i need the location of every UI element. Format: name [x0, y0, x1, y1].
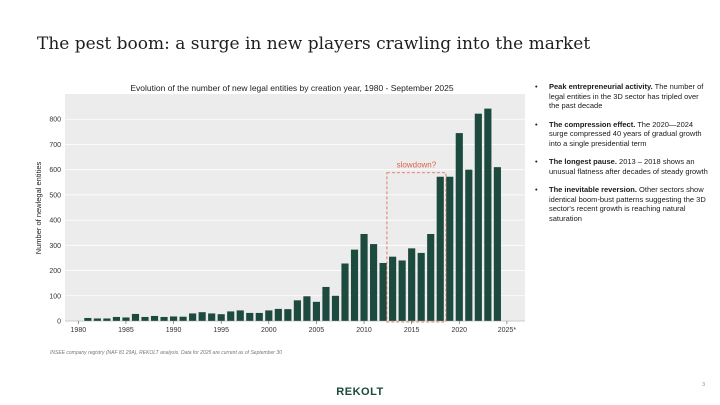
y-tick-label: 400 — [49, 218, 61, 225]
bullet-icon: • — [535, 119, 538, 129]
bar-2009 — [350, 249, 359, 321]
bars — [84, 108, 501, 321]
x-tick-label: 2010 — [356, 327, 372, 334]
bar-2002 — [284, 309, 292, 321]
bar-1981 — [84, 317, 92, 321]
bar-2001 — [274, 308, 282, 321]
bar-1985 — [122, 317, 130, 321]
bar-2015 — [408, 248, 416, 321]
annotation-box — [386, 172, 447, 323]
slide-title: The pest boom: a surge in new players cr… — [37, 34, 591, 54]
bar-2007 — [331, 295, 340, 321]
bar-2014 — [398, 260, 406, 321]
x-tick-label: 2005 — [309, 327, 325, 334]
chart-container: Evolution of the number of new legal ent… — [30, 78, 530, 348]
bar-2005 — [312, 301, 320, 321]
y-axis: 0 100 200 300 400 500 600 700 800 — [49, 117, 61, 326]
bar-1982 — [93, 318, 101, 321]
brand-logo: REKOLT — [336, 386, 384, 398]
bar-2020 — [455, 133, 463, 321]
bar-2011 — [370, 244, 378, 321]
bar-2023 — [484, 108, 492, 321]
insight-item: • The longest pause. 2013 – 2018 shows a… — [533, 157, 711, 176]
insight-title: The compression effect. — [549, 119, 636, 129]
bar-2024 — [493, 167, 501, 321]
bar-1984 — [112, 316, 120, 321]
insight-title: Peak entrepreneurial activity. — [549, 82, 653, 91]
bar-2021 — [465, 169, 473, 321]
bullet-icon: • — [535, 82, 538, 91]
insight-text: Other sectors show identical boom-bust p… — [549, 185, 706, 223]
bar-2016 — [417, 252, 425, 321]
y-tick-label: 500 — [49, 192, 61, 199]
bar-2010 — [360, 233, 368, 321]
insight-text: The number of legal entities in the 3D s… — [549, 82, 704, 110]
annotation-label: slowdown? — [397, 161, 437, 170]
y-tick-label: 700 — [49, 142, 61, 149]
bar-2019 — [446, 176, 454, 321]
x-tick-label: 2000 — [261, 327, 277, 334]
insight-item: • Peak entrepreneurial activity. The num… — [533, 82, 711, 111]
y-tick-label: 0 — [57, 319, 61, 326]
bar-1992 — [189, 313, 197, 321]
bar-2000 — [265, 310, 273, 321]
x-tick-label: 1990 — [166, 327, 182, 334]
bar-2003 — [293, 300, 301, 321]
bar-2006 — [322, 286, 330, 321]
bar-2022 — [474, 113, 482, 321]
x-axis: 1980 1985 1990 1995 2000 2005 2010 2015 2020 2025… — [65, 320, 525, 334]
bar-2018 — [436, 176, 444, 321]
chart-title: Evolution of the number of new legal ent… — [130, 83, 453, 93]
bar-1990 — [170, 316, 178, 321]
x-tick-label: 1980 — [71, 327, 87, 334]
x-tick-label: 2020 — [451, 327, 467, 334]
y-tick-label: 300 — [49, 243, 61, 250]
bar-2008 — [341, 263, 349, 321]
y-axis-label: Number of newlegal entities — [34, 161, 43, 254]
bar-1995 — [217, 314, 225, 321]
bar-chart: Evolution of the number of new legal ent… — [34, 83, 525, 334]
bar-1991 — [179, 316, 187, 321]
bar-1994 — [208, 313, 216, 321]
insight-title: The longest pause. — [549, 157, 617, 166]
slowdown-annotation: slowdown? — [386, 161, 447, 323]
y-tick-label: 200 — [49, 268, 61, 275]
insight-item: • The inevitable reversion. Other sector… — [533, 185, 711, 223]
x-tick-label: 1985 — [118, 327, 134, 334]
bullet-icon: • — [535, 185, 538, 194]
bar-1997 — [236, 310, 244, 321]
x-tick-label: 1995 — [213, 327, 229, 334]
x-tick-label: 2015 — [404, 327, 420, 334]
bar-1987 — [141, 316, 149, 321]
bar-1993 — [198, 312, 206, 321]
bar-1999 — [255, 312, 263, 321]
insight-text: The 2020—2024 surge compressed 40 years … — [549, 119, 702, 148]
y-tick-label: 800 — [49, 117, 61, 124]
insight-text: 2013 – 2018 shows an unusual flatness af… — [549, 157, 708, 176]
insights-list: • Peak entrepreneurial activity. The num… — [533, 82, 711, 232]
y-tick-label: 100 — [49, 293, 61, 300]
y-tick-label: 600 — [49, 167, 61, 174]
bar-1996 — [227, 311, 235, 321]
x-tick-label: 2025* — [498, 327, 517, 334]
bar-2004 — [303, 296, 311, 321]
bar-1983 — [103, 318, 111, 321]
bar-2017 — [427, 233, 435, 321]
bar-1989 — [160, 316, 168, 321]
bar-2012 — [379, 262, 387, 321]
bullet-icon: • — [535, 157, 538, 166]
bar-1998 — [246, 312, 254, 321]
bar-1988 — [150, 315, 159, 321]
page-number: 3 — [702, 382, 705, 388]
bar-1986 — [131, 313, 140, 321]
insight-item: • The compression effect. The 2020—2024 … — [533, 120, 711, 149]
source-note: INSEE company registry (NAF 81 29A), REK… — [50, 350, 282, 356]
bar-2013 — [389, 256, 397, 321]
insight-title: The inevitable reversion. — [549, 185, 637, 194]
